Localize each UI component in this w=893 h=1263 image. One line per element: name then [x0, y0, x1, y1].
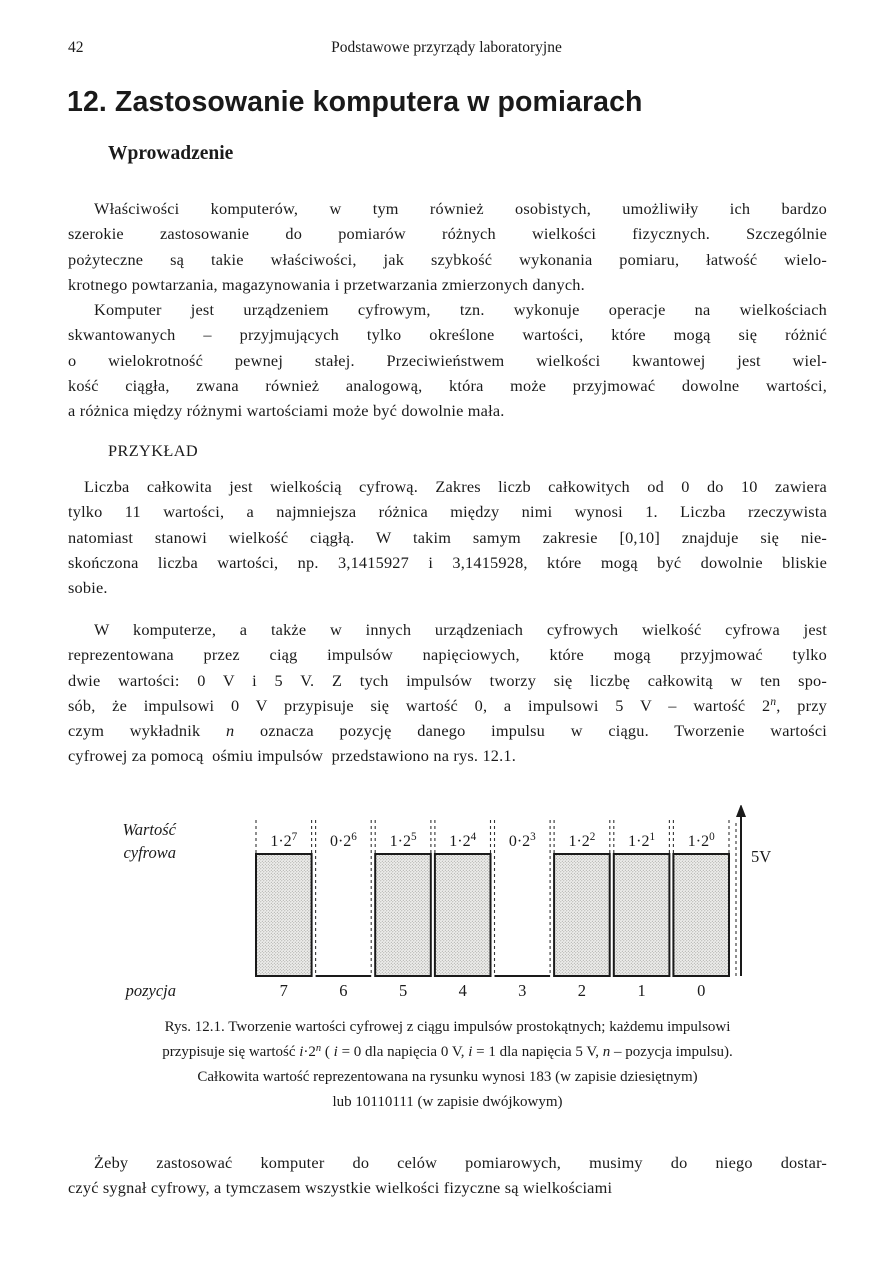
svg-text:1: 1 [637, 981, 645, 1000]
svg-text:5V: 5V [751, 847, 771, 866]
svg-text:1·21: 1·21 [628, 831, 655, 850]
svg-text:4: 4 [459, 981, 467, 1000]
svg-text:1·20: 1·20 [688, 831, 715, 850]
svg-text:2: 2 [578, 981, 586, 1000]
svg-text:0: 0 [697, 981, 705, 1000]
svg-text:1·22: 1·22 [568, 831, 595, 850]
svg-text:7: 7 [280, 981, 288, 1000]
svg-text:Wartość: Wartość [123, 820, 177, 839]
svg-text:cyfrowa: cyfrowa [123, 843, 176, 862]
svg-text:0·26: 0·26 [330, 831, 357, 850]
svg-text:pozycja: pozycja [125, 981, 176, 1000]
svg-text:5: 5 [399, 981, 407, 1000]
svg-text:0·23: 0·23 [509, 831, 536, 850]
svg-text:3: 3 [518, 981, 526, 1000]
svg-text:6: 6 [339, 981, 347, 1000]
svg-text:1·24: 1·24 [449, 831, 476, 850]
svg-text:1·27: 1·27 [270, 831, 297, 850]
svg-text:1·25: 1·25 [390, 831, 417, 850]
